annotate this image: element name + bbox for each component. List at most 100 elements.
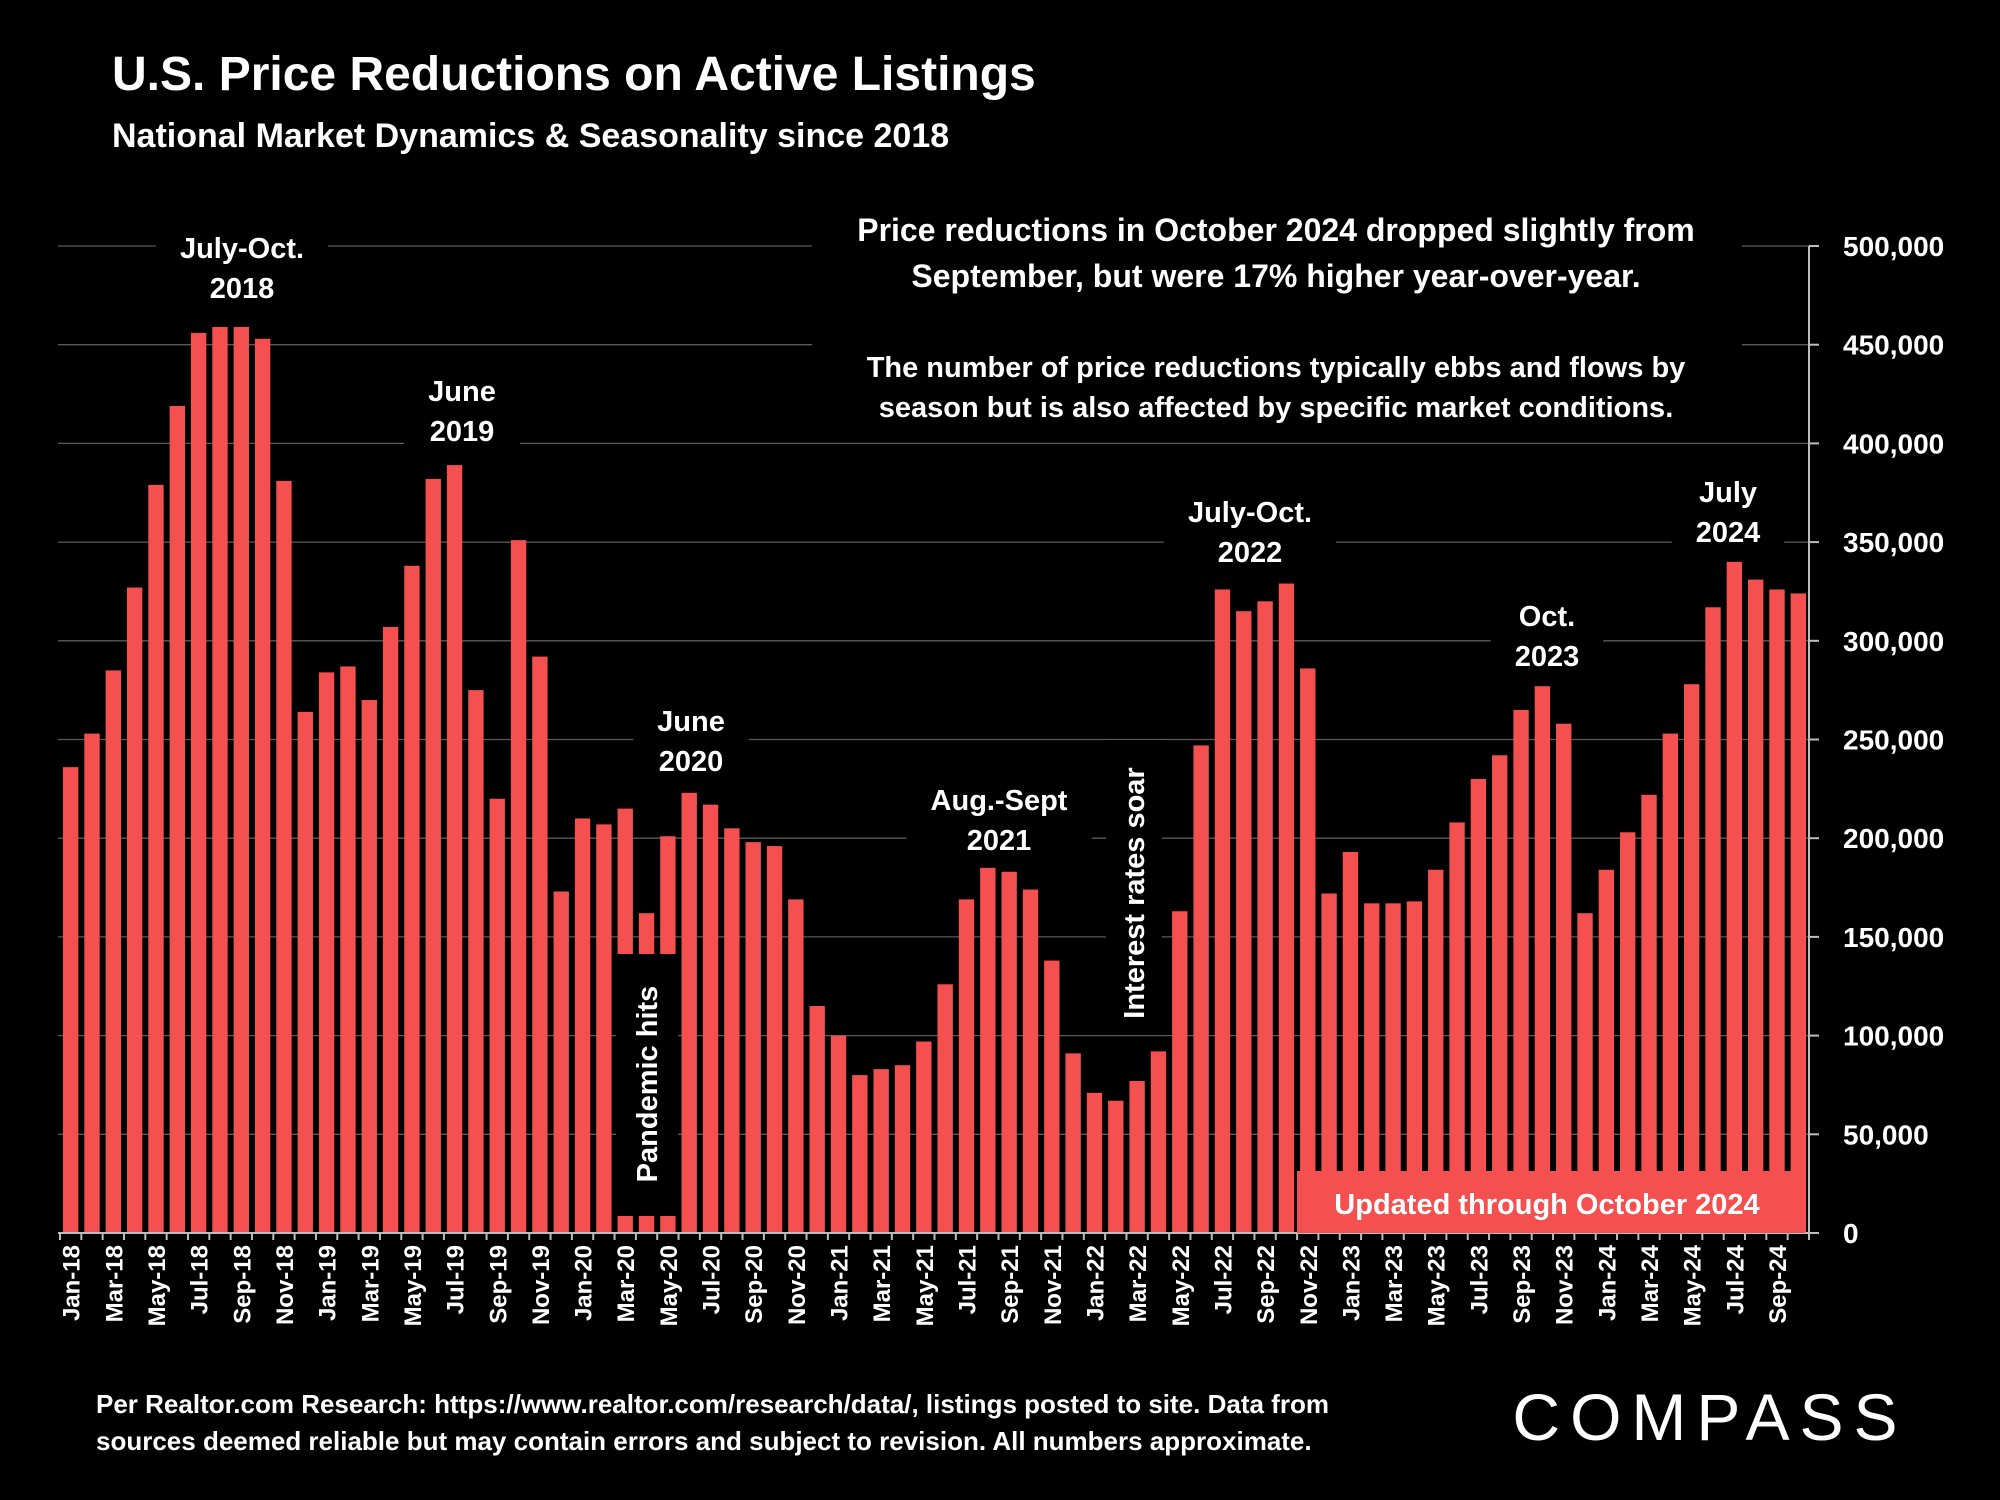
y-tick-label: 350,000 [1843, 527, 1944, 558]
x-tick-label: Mar-19 [357, 1245, 384, 1322]
bar [212, 326, 228, 1234]
annotation: Aug.-Sept 2021 [906, 775, 1092, 867]
bar [233, 326, 249, 1234]
bar [1193, 745, 1209, 1233]
bar [1278, 583, 1295, 1233]
x-tick-label: Nov-22 [1296, 1245, 1323, 1325]
bar [1662, 733, 1679, 1233]
bar [1214, 589, 1231, 1233]
bar [1747, 579, 1764, 1233]
y-tick-label: 50,000 [1843, 1119, 1929, 1150]
bar [1385, 903, 1401, 1233]
annotation-background [1163, 487, 1337, 579]
x-tick-label: Jul-24 [1722, 1244, 1749, 1314]
bar [468, 690, 484, 1233]
bar [1726, 561, 1743, 1233]
bar [1150, 1051, 1167, 1233]
y-tick-label: 250,000 [1843, 725, 1944, 756]
x-tick-label: Mar-24 [1637, 1244, 1664, 1322]
x-tick-label: Jul-18 [187, 1245, 214, 1314]
x-tick-label: Mar-22 [1125, 1245, 1152, 1322]
annotation-text: 2019 [430, 416, 495, 448]
bar [574, 818, 591, 1233]
bar [446, 465, 463, 1233]
y-tick-label: 0 [1843, 1218, 1859, 1249]
bar [1065, 1053, 1081, 1233]
bars: Jan-18 Mar-18 May-18 Jul-18 Sep-18 Nov-18 Jan-… [58, 326, 1810, 1326]
vertical-annotation: Interest rates soar [1119, 767, 1151, 1018]
annotation-background [155, 223, 329, 315]
bar [702, 804, 719, 1233]
bar [340, 666, 356, 1233]
bar [894, 1065, 911, 1233]
bar [105, 670, 122, 1233]
bar [1406, 901, 1423, 1233]
bar [382, 626, 399, 1233]
x-tick-label: Mar-18 [101, 1245, 128, 1322]
bar [404, 565, 420, 1233]
annotation-text: 2023 [1515, 641, 1580, 673]
x-tick-label: Sep-18 [229, 1245, 256, 1324]
annotation-text: 2022 [1218, 537, 1283, 569]
annotation-text: 2021 [967, 825, 1032, 857]
bar [830, 1035, 847, 1233]
x-tick-label: Nov-19 [528, 1245, 555, 1325]
banner-text: Updated through October 2024 [1334, 1189, 1759, 1221]
x-tick-label: Sep-22 [1253, 1245, 1280, 1324]
x-tick-label: Nov-21 [1040, 1245, 1067, 1325]
headline: September, but were 17% higher year-over… [911, 258, 1640, 294]
vertical-annotation: Pandemic hits [632, 986, 664, 1183]
bar [190, 332, 207, 1234]
x-tick-label: May-19 [400, 1245, 427, 1326]
bar [852, 1075, 868, 1233]
bar [1556, 723, 1572, 1233]
bar [596, 824, 612, 1233]
annotation: June 2020 [633, 696, 749, 788]
bar [1577, 913, 1593, 1233]
x-tick-label: May-22 [1168, 1245, 1195, 1326]
annotation: July 2024 [1671, 467, 1785, 559]
x-tick-label: Sep-19 [485, 1245, 512, 1324]
bar [1321, 893, 1337, 1233]
bar [1236, 611, 1252, 1233]
x-tick-label: Mar-20 [613, 1245, 640, 1322]
annotation: July-Oct. 2018 [155, 223, 329, 315]
x-tick-label: Sep-20 [741, 1245, 768, 1324]
annotation-text: Oct. [1519, 601, 1575, 633]
bar [681, 792, 697, 1233]
x-tick-label: Jul-21 [954, 1245, 981, 1314]
annotation-text: 2018 [210, 273, 275, 305]
bar [1108, 1100, 1124, 1233]
bar [1172, 911, 1188, 1233]
bar [745, 842, 761, 1233]
note: The number of price reductions typically… [867, 352, 1686, 384]
bar [1620, 832, 1636, 1233]
annotation-text: 2020 [659, 746, 724, 778]
annotation-background [906, 775, 1092, 867]
y-tick-label: 150,000 [1843, 922, 1944, 953]
annotation-text: June [428, 376, 496, 408]
annotation: Oct. 2023 [1490, 591, 1604, 683]
callout-background [812, 208, 1742, 430]
bar [318, 672, 335, 1233]
bar [1492, 755, 1508, 1233]
bar [1257, 601, 1273, 1233]
bar [1086, 1092, 1103, 1233]
bar [809, 1005, 825, 1233]
chart-subtitle: National Market Dynamics & Seasonality s… [112, 117, 949, 155]
y-tick-label: 300,000 [1843, 626, 1944, 657]
headline: Price reductions in October 2024 dropped… [857, 212, 1695, 248]
footnote: Per Realtor.com Research: https://www.re… [96, 1389, 1329, 1419]
x-tick-label: Jul-23 [1466, 1245, 1493, 1314]
x-tick-label: Sep-23 [1509, 1245, 1536, 1324]
bar [873, 1069, 889, 1233]
x-tick-label: Jan-22 [1082, 1245, 1109, 1321]
note: season but is also affected by specific … [879, 392, 1674, 424]
annotation: June 2019 [404, 366, 520, 458]
bar [766, 846, 783, 1233]
annotation-text: July-Oct. [180, 233, 304, 265]
bar [1470, 778, 1487, 1233]
x-tick-label: Nov-23 [1552, 1245, 1579, 1325]
bar [1534, 686, 1551, 1233]
